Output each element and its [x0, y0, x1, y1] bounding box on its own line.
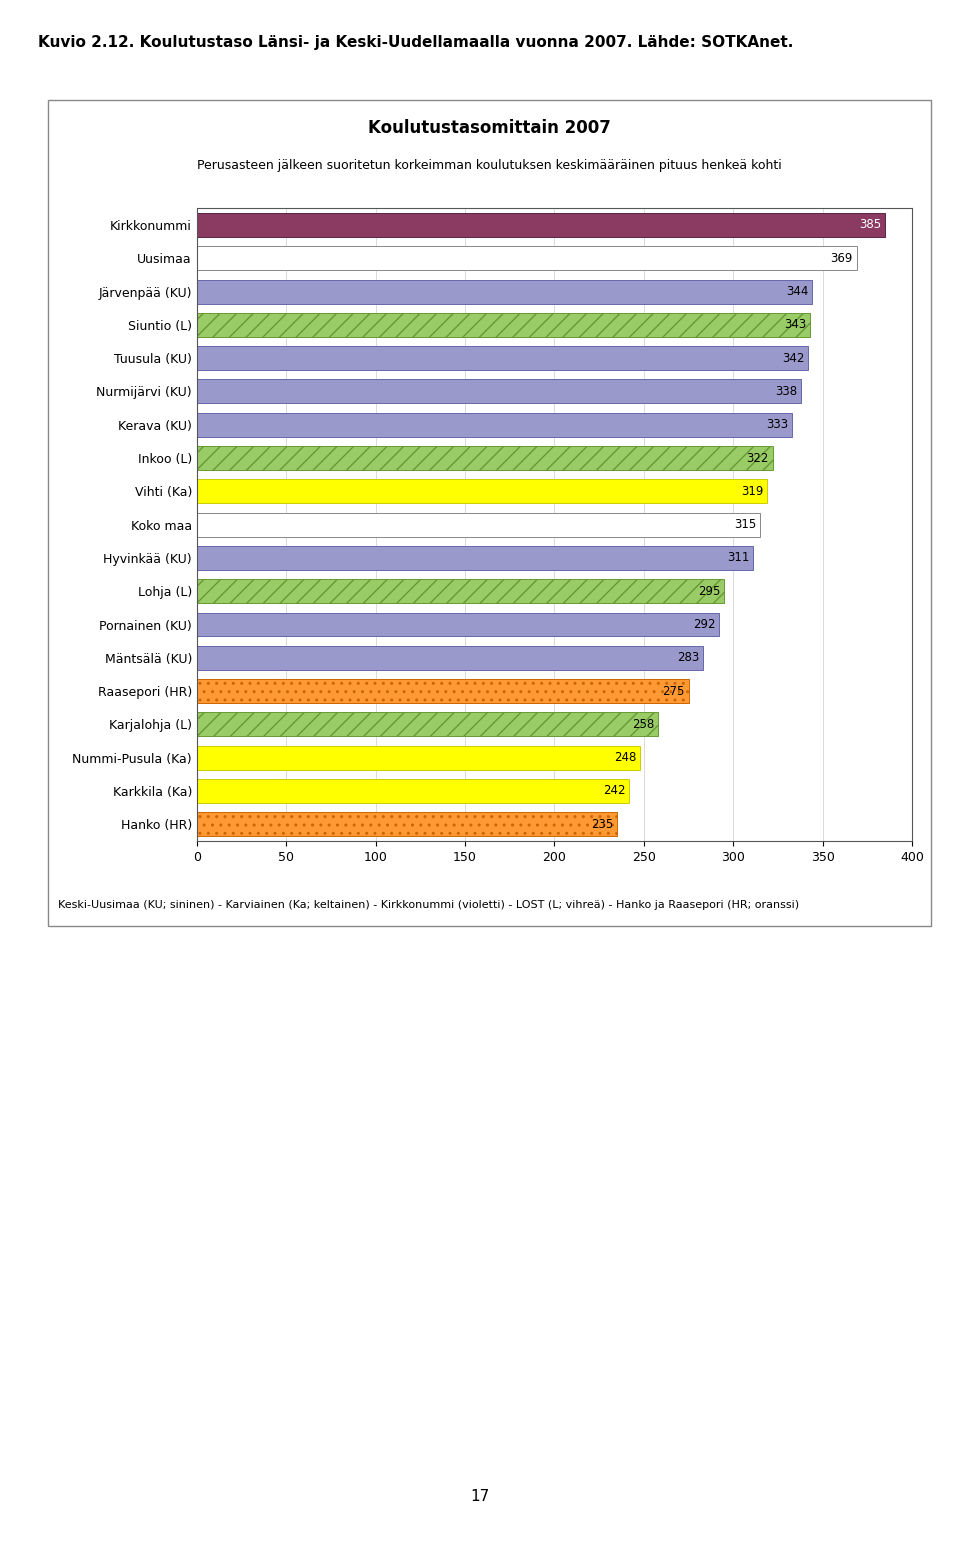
Bar — [197, 647, 703, 670]
Bar — [197, 679, 688, 704]
Bar — [197, 546, 753, 569]
Text: 283: 283 — [677, 651, 699, 665]
Text: 343: 343 — [784, 318, 806, 332]
Text: Kuvio 2.12. Koulutustaso Länsi- ja Keski-Uudellamaalla vuonna 2007. Lähde: SOTKA: Kuvio 2.12. Koulutustaso Länsi- ja Keski… — [38, 35, 794, 51]
Text: 258: 258 — [633, 717, 655, 731]
Bar — [197, 412, 792, 437]
Bar — [197, 346, 808, 370]
Text: 369: 369 — [830, 252, 853, 265]
Bar — [197, 613, 719, 637]
Bar — [197, 313, 810, 336]
Text: 17: 17 — [470, 1489, 490, 1504]
Bar — [197, 213, 885, 238]
Bar — [197, 247, 856, 270]
Text: 315: 315 — [734, 518, 756, 531]
Text: 292: 292 — [693, 619, 715, 631]
Text: 342: 342 — [782, 352, 804, 364]
Text: 385: 385 — [859, 219, 881, 231]
Text: 311: 311 — [727, 551, 750, 565]
Bar — [197, 279, 812, 304]
Text: 295: 295 — [698, 585, 721, 597]
Text: 333: 333 — [766, 418, 788, 430]
Bar — [197, 779, 630, 802]
Bar — [197, 812, 617, 836]
Bar — [197, 512, 760, 537]
Bar — [197, 446, 773, 471]
Text: 235: 235 — [591, 818, 613, 830]
Text: 248: 248 — [614, 751, 636, 764]
Bar — [197, 480, 767, 503]
Text: 319: 319 — [741, 485, 763, 498]
Text: 344: 344 — [786, 285, 808, 298]
Text: 322: 322 — [747, 452, 769, 464]
Text: 275: 275 — [662, 685, 684, 697]
Text: 242: 242 — [604, 784, 626, 798]
Text: Keski-Uusimaa (KU; sininen) - Karviainen (Ka; keltainen) - Kirkkonummi (violetti: Keski-Uusimaa (KU; sininen) - Karviainen… — [58, 901, 799, 910]
Bar — [197, 745, 640, 770]
Text: Perusasteen jälkeen suoritetun korkeimman koulutuksen keskimääräinen pituus henk: Perusasteen jälkeen suoritetun korkeimma… — [197, 159, 782, 171]
Bar — [197, 579, 724, 603]
Bar — [197, 380, 802, 403]
Bar — [197, 713, 659, 736]
Text: Koulutustasomittain 2007: Koulutustasomittain 2007 — [369, 119, 611, 137]
Text: 338: 338 — [776, 384, 798, 398]
